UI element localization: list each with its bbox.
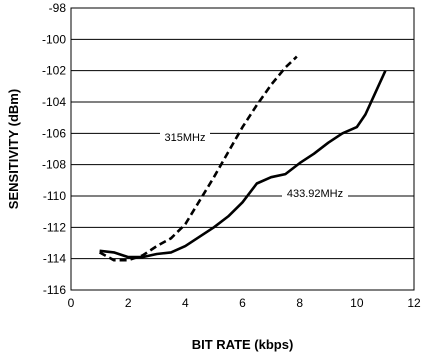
grid-lines	[71, 7, 414, 291]
y-tick-label: -114	[43, 252, 66, 266]
series-lines	[98, 55, 387, 262]
series-label-bg	[282, 185, 348, 201]
y-tick-labels: -116 -114 -112 -110 -108 -106 -104 -102 -100 -98	[42, 1, 66, 297]
y-tick-label: -100	[42, 32, 66, 46]
x-tick-labels: 0 2 4 6 8 10 12	[68, 296, 421, 310]
series-label: 433.92MHz	[287, 188, 343, 200]
series-line-433mhz	[99, 70, 387, 259]
x-axis-title: BIT RATE (kbps)	[192, 337, 294, 352]
series-label: 315MHz	[165, 132, 206, 144]
series-label-bg	[160, 129, 210, 145]
x-tick-label: 4	[182, 296, 189, 310]
y-tick-label: -108	[42, 158, 66, 172]
y-tick-label: -98	[49, 1, 67, 15]
y-tick-label: -102	[42, 64, 66, 78]
y-tick-label: -110	[43, 189, 66, 203]
x-tick-label: 10	[350, 296, 364, 310]
series-labels: 315MHz 433.92MHz	[160, 129, 348, 201]
series-line-315mhz	[98, 55, 298, 262]
y-axis-title: SENSITIVITY (dBm)	[6, 89, 21, 209]
plot-area-frame	[70, 7, 415, 291]
y-tick-label: -106	[42, 126, 66, 140]
y-tick-label: -104	[42, 95, 66, 109]
y-tick-label: -112	[43, 220, 66, 234]
x-tick-label: 6	[239, 296, 246, 310]
x-tick-label: 0	[68, 296, 75, 310]
x-tick-label: 12	[407, 296, 421, 310]
x-tick-label: 2	[125, 296, 132, 310]
y-tick-label: -116	[43, 283, 66, 297]
x-tick-label: 8	[296, 296, 303, 310]
